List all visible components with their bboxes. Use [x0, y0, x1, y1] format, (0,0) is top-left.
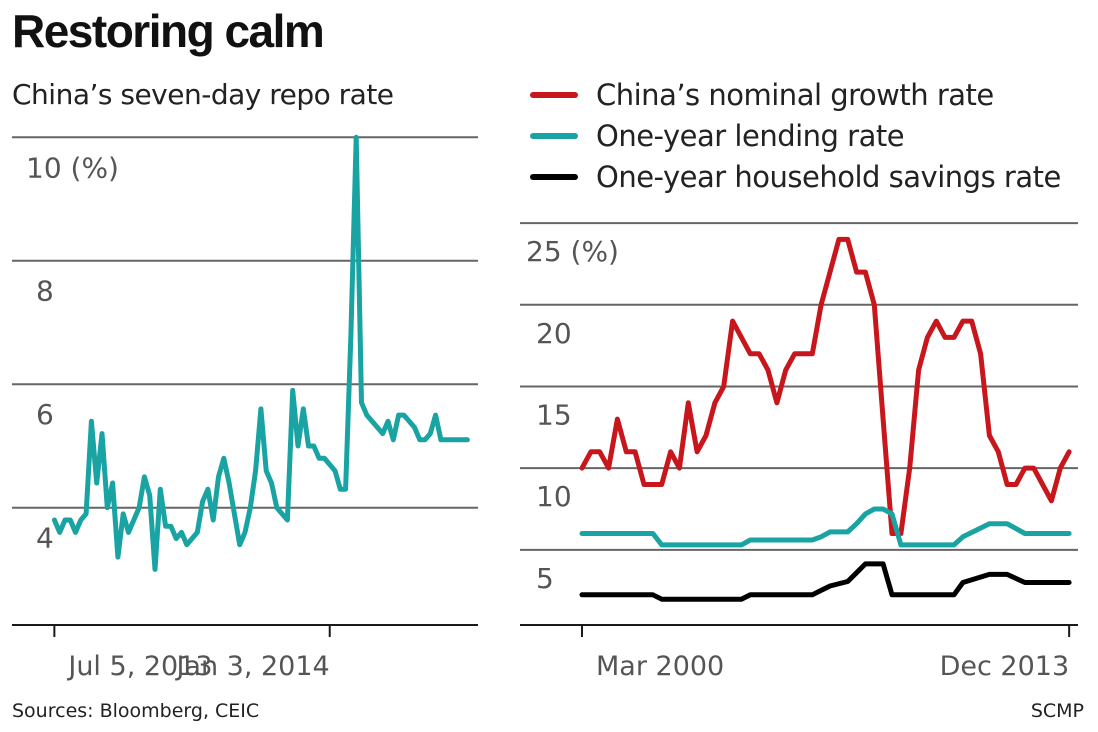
- repo-xtick-label: Jan 3, 2014: [174, 651, 329, 682]
- legend-swatch-savings: [530, 173, 578, 180]
- legend-swatch-lending: [530, 132, 578, 139]
- rate-ytick-label: 5: [536, 562, 554, 595]
- repo-chart-subtitle: China’s seven-day repo rate: [12, 78, 394, 111]
- repo-ytick-label: 6: [36, 398, 54, 431]
- sources-note: Sources: Bloomberg, CEIC: [12, 700, 260, 722]
- legend: China’s nominal growth rate One-year len…: [530, 74, 1061, 197]
- legend-item-lending: One-year lending rate: [530, 115, 1061, 156]
- legend-label-growth: China’s nominal growth rate: [596, 77, 994, 112]
- rate-ytick-label: 10: [536, 480, 572, 513]
- rate-chart: 5 10 15 20 25 (%) Mar 2000 Dec 2013: [520, 222, 1078, 682]
- rate-xtick-label: Dec 2013: [940, 651, 1070, 682]
- rate-ytick-label: 25 (%): [526, 235, 619, 268]
- rate-xtick-label: Mar 2000: [596, 651, 724, 682]
- rate-ytick-label: 15: [536, 398, 572, 431]
- legend-item-savings: One-year household savings rate: [530, 156, 1061, 197]
- legend-swatch-growth: [530, 91, 578, 98]
- repo-ytick-label: 10 (%): [26, 151, 119, 184]
- rate-series-line-2: [579, 561, 1072, 602]
- credit-note: SCMP: [1030, 700, 1084, 722]
- repo-series-line-0: [51, 134, 470, 572]
- legend-label-savings: One-year household savings rate: [596, 159, 1061, 194]
- chart-title: Restoring calm: [12, 5, 325, 57]
- repo-ytick-label: 4: [36, 522, 54, 555]
- repo-ytick-label: 8: [36, 275, 54, 308]
- rate-series-line-0: [579, 236, 1072, 536]
- legend-label-lending: One-year lending rate: [596, 118, 905, 153]
- rate-ytick-label: 20: [536, 317, 572, 350]
- rate-series-line-1: [579, 506, 1072, 548]
- repo-xtick-label: Jul 5, 2013: [66, 651, 212, 682]
- legend-item-growth: China’s nominal growth rate: [530, 74, 1061, 115]
